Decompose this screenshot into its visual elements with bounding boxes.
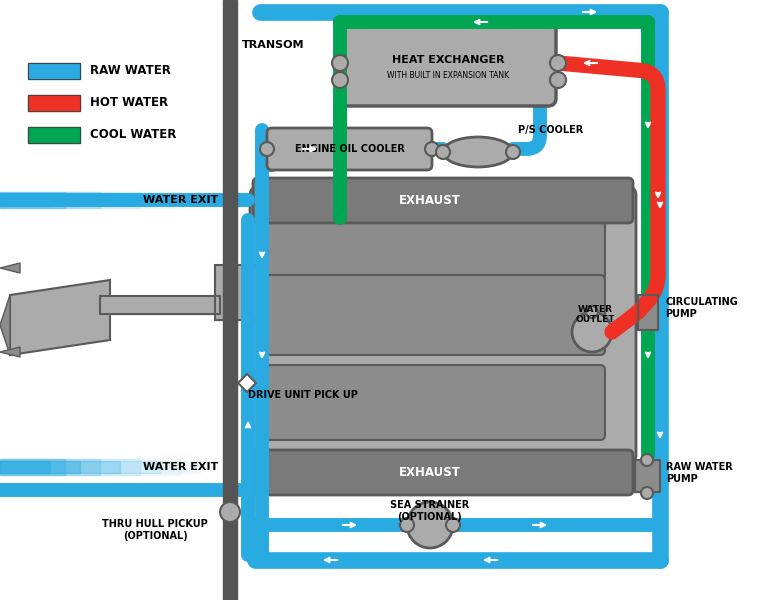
Text: P/S COOLER: P/S COOLER — [518, 125, 583, 135]
Circle shape — [586, 306, 598, 318]
Bar — [100, 296, 220, 314]
Circle shape — [572, 312, 612, 352]
Bar — [0, 461, 80, 473]
Text: CIRCULATING
PUMP: CIRCULATING PUMP — [665, 297, 738, 319]
FancyBboxPatch shape — [267, 128, 432, 170]
Text: EXHAUST: EXHAUST — [399, 193, 461, 206]
Bar — [0, 461, 120, 473]
Circle shape — [220, 502, 240, 522]
Bar — [0, 459, 100, 475]
Polygon shape — [0, 263, 20, 273]
Bar — [635, 460, 660, 492]
Circle shape — [332, 55, 348, 71]
Circle shape — [400, 518, 414, 532]
Bar — [223, 0, 237, 600]
Circle shape — [407, 502, 453, 548]
Bar — [0, 192, 100, 208]
Polygon shape — [10, 280, 110, 355]
Bar — [0, 461, 200, 473]
Bar — [0, 461, 50, 473]
Polygon shape — [238, 374, 256, 392]
Text: WATER EXIT: WATER EXIT — [143, 462, 218, 472]
Bar — [0, 459, 180, 475]
Bar — [0, 194, 160, 206]
Bar — [0, 192, 140, 208]
Circle shape — [506, 145, 520, 159]
Text: DRIVE UNIT PICK UP: DRIVE UNIT PICK UP — [248, 390, 358, 400]
Circle shape — [641, 454, 653, 466]
Text: HEAT EXCHANGER: HEAT EXCHANGER — [392, 55, 505, 65]
Bar — [0, 192, 180, 208]
FancyBboxPatch shape — [340, 20, 556, 106]
Bar — [28, 95, 80, 111]
Text: WITH BUILT IN EXPANSION TANK: WITH BUILT IN EXPANSION TANK — [387, 71, 509, 80]
Ellipse shape — [443, 137, 513, 167]
Bar — [0, 194, 80, 206]
Bar — [28, 127, 80, 143]
Bar — [0, 459, 140, 475]
Circle shape — [260, 142, 274, 156]
Text: SEA STRAINER
(OPTIONAL): SEA STRAINER (OPTIONAL) — [390, 500, 470, 521]
Polygon shape — [0, 295, 10, 355]
FancyBboxPatch shape — [253, 450, 633, 495]
Bar — [0, 194, 200, 206]
Circle shape — [446, 518, 460, 532]
Circle shape — [332, 72, 348, 88]
Bar — [0, 194, 120, 206]
Text: ENGINE OIL COOLER: ENGINE OIL COOLER — [295, 144, 405, 154]
Text: COOL WATER: COOL WATER — [90, 128, 176, 142]
Bar — [28, 63, 80, 79]
Text: WATER EXIT: WATER EXIT — [143, 195, 218, 205]
Text: EXHAUST: EXHAUST — [399, 466, 461, 479]
Bar — [28, 63, 80, 79]
Bar — [0, 461, 160, 473]
FancyBboxPatch shape — [253, 178, 633, 223]
Bar — [28, 95, 80, 111]
Text: RAW WATER: RAW WATER — [90, 64, 171, 77]
Circle shape — [436, 145, 450, 159]
Polygon shape — [0, 347, 20, 357]
Bar — [638, 295, 658, 330]
Bar — [0, 194, 50, 206]
Text: THRU HULL PICKUP
(OPTIONAL): THRU HULL PICKUP (OPTIONAL) — [102, 519, 208, 541]
Bar — [100, 296, 220, 314]
Bar — [215, 265, 263, 320]
Circle shape — [550, 55, 566, 71]
Bar — [635, 460, 660, 492]
Circle shape — [425, 142, 439, 156]
Text: TRANSOM: TRANSOM — [242, 40, 304, 50]
Circle shape — [550, 72, 566, 88]
Bar — [28, 127, 80, 143]
Circle shape — [641, 487, 653, 499]
Bar — [0, 459, 65, 475]
FancyBboxPatch shape — [250, 187, 636, 463]
FancyBboxPatch shape — [265, 200, 605, 280]
FancyBboxPatch shape — [265, 275, 605, 355]
Bar — [638, 295, 658, 330]
FancyBboxPatch shape — [265, 365, 605, 440]
Text: RAW WATER
PUMP: RAW WATER PUMP — [666, 462, 732, 484]
Text: WATER
OUTLET: WATER OUTLET — [576, 305, 615, 325]
Bar — [0, 192, 65, 208]
Bar — [215, 265, 263, 320]
Text: HOT WATER: HOT WATER — [90, 97, 168, 109]
